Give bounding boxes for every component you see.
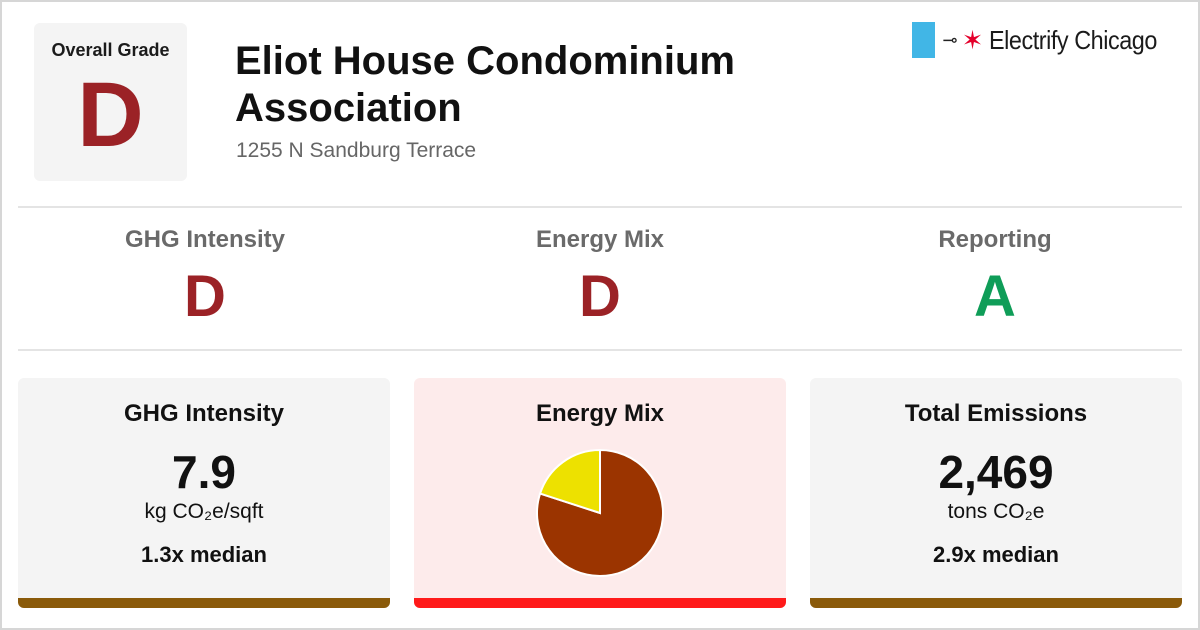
subgrade-letter: D (579, 264, 621, 329)
chicago-star-icon: ✶ (961, 25, 984, 55)
card-title: Energy Mix (535, 400, 665, 427)
total-emissions-unit: tons CO₂e (947, 500, 1045, 523)
subgrade-letter: A (974, 264, 1016, 329)
ghg-intensity-value: 7.9 (172, 446, 236, 498)
total-emissions-median: 2.9x median (933, 542, 1059, 567)
pie-slice-1 (538, 448, 601, 515)
divider-top (18, 206, 1182, 208)
energy-mix-card: Energy Mix (414, 378, 786, 608)
energy-mix-pie-chart (535, 448, 665, 578)
brand-name: Electrify Chicago (989, 24, 1158, 55)
total-emissions-value: 2,469 (938, 446, 1054, 498)
overall-grade-box: Overall Grade D (34, 23, 187, 181)
subgrade-letter: D (184, 264, 226, 329)
subgrade-label: GHG Intensity (124, 226, 286, 253)
subgrade-label: Reporting (938, 226, 1052, 253)
ghg-intensity-card: GHG Intensity 7.9 kg CO₂e/sqft 1.3x medi… (18, 378, 390, 608)
subgrade-label: Energy Mix (535, 226, 665, 253)
total-emissions-card: Total Emissions 2,469 tons CO₂e 2.9x med… (810, 378, 1182, 608)
overall-grade-letter: D (77, 64, 144, 166)
card-bottom-bar (810, 598, 1182, 608)
ghg-intensity-unit: kg CO₂e/sqft (144, 500, 264, 523)
building-address: 1255 N Sandburg Terrace (236, 139, 477, 162)
divider-middle (18, 349, 1182, 351)
card-title: GHG Intensity (123, 400, 285, 427)
card-title: Total Emissions (904, 400, 1088, 427)
ghg-intensity-median: 1.3x median (141, 542, 267, 567)
building-name: Eliot House Condominium Association (235, 39, 735, 130)
subgrade-energy-mix: Energy Mix D (450, 226, 750, 328)
pie-svg (536, 448, 664, 577)
brand-logo[interactable]: ⊸ ✶ Electrify Chicago (911, 22, 1176, 58)
card-bottom-bar (18, 598, 390, 608)
flag-icon (911, 22, 935, 58)
plug-icon: ⊸ (942, 29, 958, 50)
card-bottom-bar (414, 598, 786, 608)
overall-grade-label: Overall Grade (51, 40, 170, 60)
subgrade-ghg: GHG Intensity D (55, 226, 355, 328)
subgrade-reporting: Reporting A (845, 226, 1145, 328)
